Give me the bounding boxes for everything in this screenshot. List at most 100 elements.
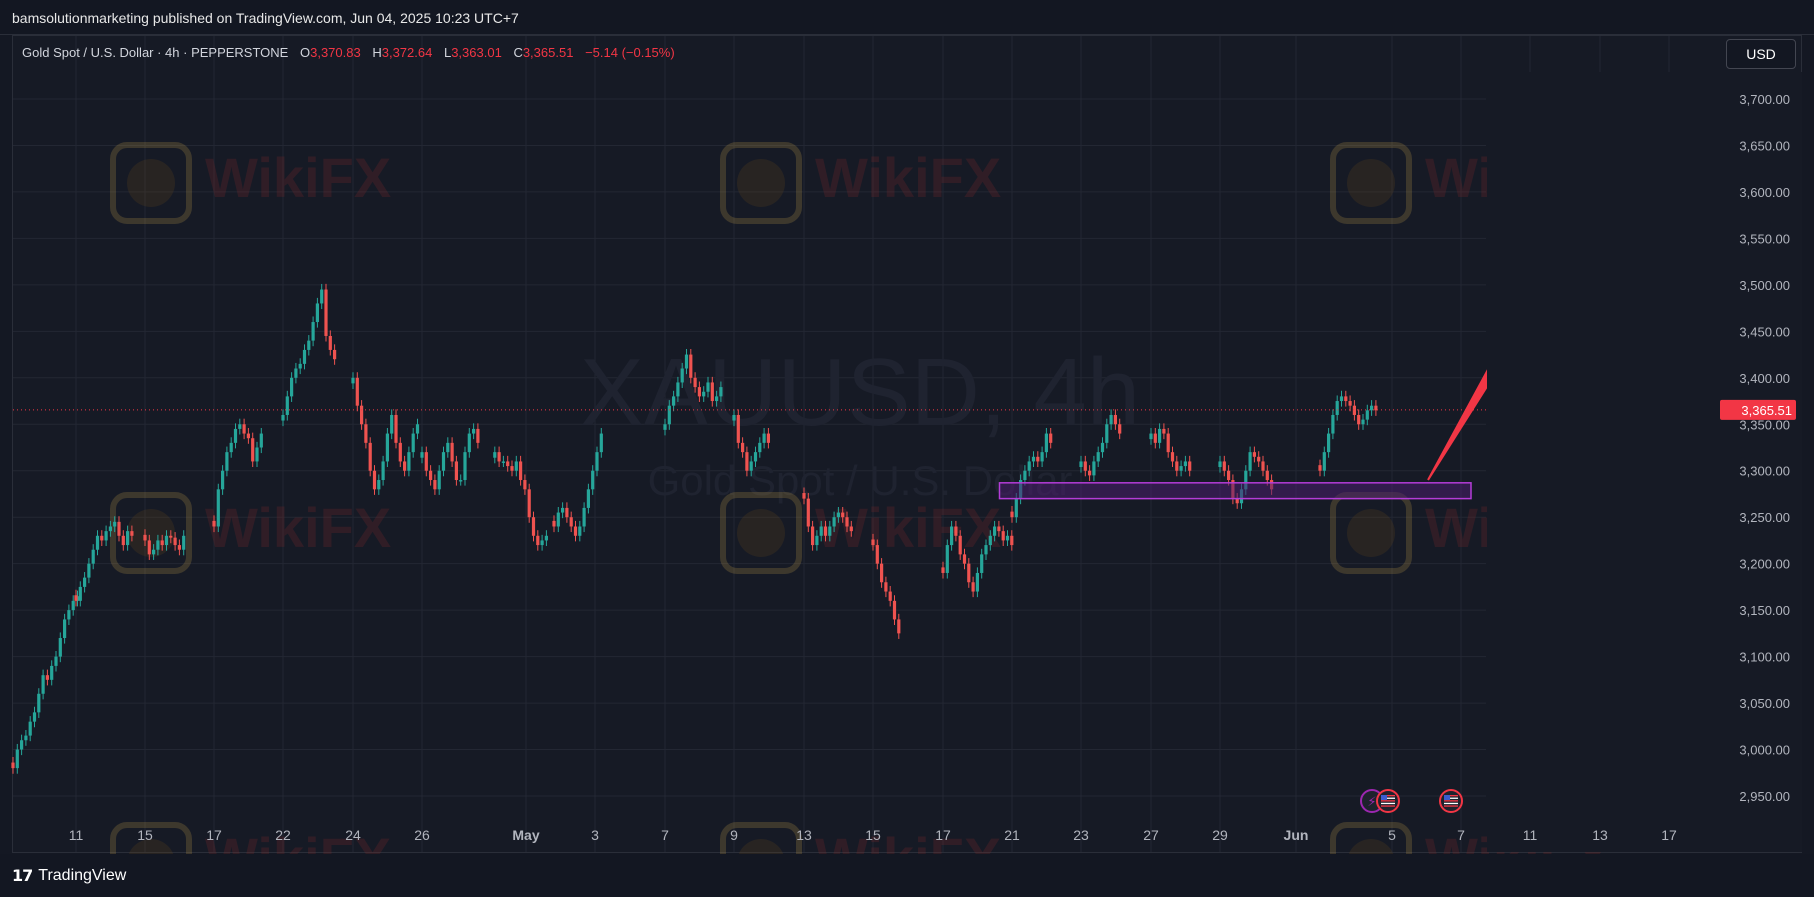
us-flag-event-icon[interactable] (1439, 789, 1463, 813)
candle-body (381, 461, 385, 481)
symbol-legend: Gold Spot / U.S. Dollar · 4h · PEPPERSTO… (22, 45, 675, 60)
candle-body (950, 526, 954, 546)
candle-body (884, 582, 888, 592)
x-tick-label: 15 (865, 827, 881, 843)
candle-body (954, 526, 958, 536)
candle-body (1218, 461, 1222, 468)
flag-canton (1381, 795, 1387, 800)
candles (11, 283, 1378, 774)
candle-body (37, 693, 41, 713)
flag-stripe (1444, 797, 1458, 799)
candle-body (238, 424, 242, 429)
wikifx-wordmark: WikiFX (205, 496, 391, 559)
candle-body (993, 526, 997, 536)
candle-body (467, 433, 471, 453)
candle-body (749, 461, 753, 471)
candle-body (95, 535, 100, 550)
candle-body (1023, 470, 1027, 481)
open-value: 3,370.83 (310, 45, 361, 60)
candle-body (758, 442, 762, 453)
candle-body (540, 540, 544, 546)
wikifx-eagle (737, 509, 785, 557)
candle-body (182, 535, 186, 550)
candle-body (676, 382, 680, 397)
candle-body (147, 540, 151, 555)
candle-body (1100, 442, 1105, 453)
candle-body (1170, 452, 1175, 462)
candle-body (1175, 461, 1179, 471)
us-flag-event-icon[interactable] (1376, 789, 1400, 813)
candle-body (221, 470, 225, 490)
candle-body (1179, 466, 1183, 471)
candle-body (684, 354, 689, 369)
candle-body (962, 554, 967, 564)
x-tick-label: 21 (1004, 827, 1020, 843)
y-tick-label: 3,650.00 (1739, 138, 1790, 153)
low-label: L (443, 45, 452, 60)
candle-body (1322, 452, 1326, 471)
candle-body (446, 442, 450, 453)
candle-body (130, 531, 134, 536)
candle-body (506, 461, 510, 467)
wikifx-badge (720, 492, 802, 574)
currency-button[interactable]: USD (1726, 39, 1796, 69)
flag-stripe (1444, 805, 1458, 807)
candle-body (544, 535, 548, 541)
y-tick-label: 3,350.00 (1739, 417, 1790, 432)
candle-body (1105, 424, 1109, 443)
candle-body (802, 493, 806, 499)
candle-body (706, 382, 710, 392)
candle-body (20, 740, 24, 750)
candle-body (975, 572, 979, 592)
candle-body (360, 405, 364, 425)
wikifx-eagle (127, 509, 175, 557)
candle-body (1331, 414, 1335, 434)
candle-body (980, 554, 984, 573)
candle-body (762, 433, 766, 443)
y-tick-label: 3,500.00 (1739, 278, 1790, 293)
candle-body (997, 526, 1001, 532)
candle-body (476, 428, 480, 443)
wikifx-wordmark: WikiFX (815, 146, 1001, 209)
candle-body (385, 433, 389, 462)
candle-body (32, 712, 37, 722)
candle-body (78, 586, 82, 601)
candle-body (104, 531, 108, 541)
candle-body (294, 368, 298, 378)
candle-body (667, 405, 671, 425)
candle-body (1092, 461, 1096, 476)
high-value: 3,372.64 (381, 45, 433, 60)
candle-body (958, 535, 962, 555)
x-tick-label: 7 (661, 827, 669, 843)
candle-body (58, 638, 62, 657)
candle-body (595, 452, 599, 471)
candle-body (1109, 414, 1113, 425)
candle-body (811, 526, 815, 546)
support-zone-rectangle (998, 482, 1472, 500)
candle-body (663, 424, 667, 430)
tradingview-brand[interactable]: 17 TradingView (12, 866, 126, 885)
candle-body (1244, 470, 1248, 490)
candle-body (892, 600, 897, 620)
candle-body (941, 567, 945, 573)
bolt-icon: ⚡ (1367, 795, 1376, 810)
candle-body (1183, 461, 1187, 467)
y-tick-label: 3,450.00 (1739, 324, 1790, 339)
candle-body (1010, 535, 1014, 546)
candle-body (152, 549, 156, 555)
candle-body (1010, 511, 1014, 518)
candle-body (433, 480, 437, 490)
candle-body (403, 461, 407, 471)
candle-body (390, 414, 394, 434)
candle-body (15, 749, 19, 769)
flag-stripe (1381, 802, 1395, 805)
candle-body (766, 433, 770, 443)
wikifx-watermark-icon: WikiFX (720, 492, 1001, 574)
candle-body (1096, 452, 1100, 462)
y-tick-label: 3,050.00 (1739, 696, 1790, 711)
candle-body (871, 539, 875, 546)
candle-body (41, 675, 45, 694)
candle-body (1118, 424, 1122, 434)
candle-body (420, 452, 424, 458)
